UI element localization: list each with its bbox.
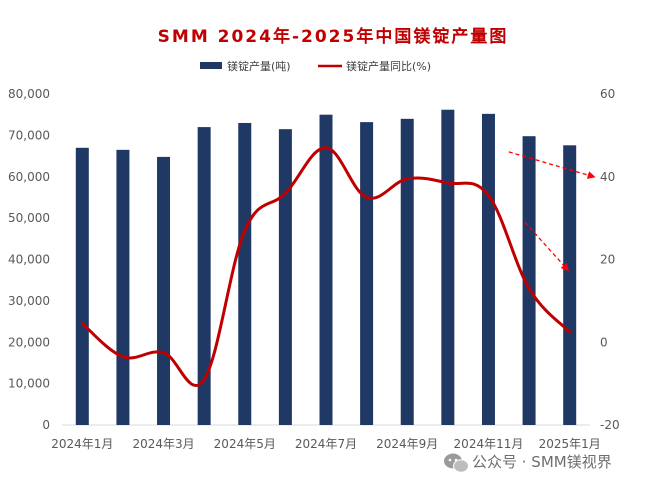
bar-series [75, 109, 577, 426]
bar [197, 127, 211, 425]
y-right-tick-label: 20 [600, 253, 615, 267]
x-tick-label: 2024年9月 [376, 437, 438, 451]
watermark-text: 公众号 · SMM镁视界 [472, 453, 612, 471]
x-tick-label: 2024年11月 [454, 437, 524, 451]
y-right-tick-label: -20 [600, 418, 620, 432]
legend-bar-label: 镁锭产量(吨) [227, 59, 291, 73]
left-axis: 0 10,000 20,000 30,000 40,000 50,000 60,000 70,… [8, 87, 50, 432]
yoy-line [80, 146, 572, 387]
trend-arrow [508, 151, 596, 179]
y-right-tick-label: 0 [600, 335, 608, 349]
bar [157, 156, 171, 425]
bar [238, 122, 252, 426]
bar [481, 113, 495, 426]
legend-line-label: 镁锭产量同比(%) [346, 59, 431, 73]
right-axis: -20 0 20 40 60 [600, 87, 620, 432]
bar [400, 118, 414, 425]
x-tick-label: 2024年5月 [214, 437, 276, 451]
trend-arrows [508, 151, 596, 272]
watermark: 公众号 · SMM镁视界 [444, 453, 612, 473]
y-left-tick-label: 60,000 [8, 170, 50, 184]
wechat-icon [444, 453, 469, 473]
trend-arrow [524, 221, 570, 272]
x-tick-label: 2024年3月 [132, 437, 194, 451]
y-left-tick-label: 50,000 [8, 211, 50, 225]
x-tick-label: 2024年1月 [51, 437, 113, 451]
bar [278, 129, 292, 425]
y-left-tick-label: 70,000 [8, 128, 50, 142]
bar [116, 149, 130, 425]
legend: 镁锭产量(吨) 镁锭产量同比(%) [200, 59, 431, 73]
y-left-tick-label: 0 [42, 418, 50, 432]
x-axis: 2024年1月 2024年3月 2024年5月 2024年7月 2024年9月 2024年… [51, 437, 601, 451]
bar [75, 147, 89, 425]
bar [563, 145, 577, 425]
y-left-tick-label: 20,000 [8, 335, 50, 349]
chart-title: SMM 2024年-2025年中国镁锭产量图 [158, 26, 509, 47]
y-right-tick-label: 40 [600, 170, 615, 184]
bar [319, 114, 333, 425]
y-left-tick-label: 40,000 [8, 253, 50, 267]
y-right-tick-label: 60 [600, 87, 615, 101]
y-left-tick-label: 80,000 [8, 87, 50, 101]
x-tick-label: 2024年7月 [295, 437, 357, 451]
y-left-tick-label: 30,000 [8, 294, 50, 308]
bar [522, 136, 536, 425]
legend-bar-swatch [200, 62, 222, 69]
x-tick-label: 2025年1月 [539, 437, 601, 451]
bar [441, 109, 455, 425]
y-left-tick-label: 10,000 [8, 377, 50, 391]
bar [360, 122, 374, 425]
